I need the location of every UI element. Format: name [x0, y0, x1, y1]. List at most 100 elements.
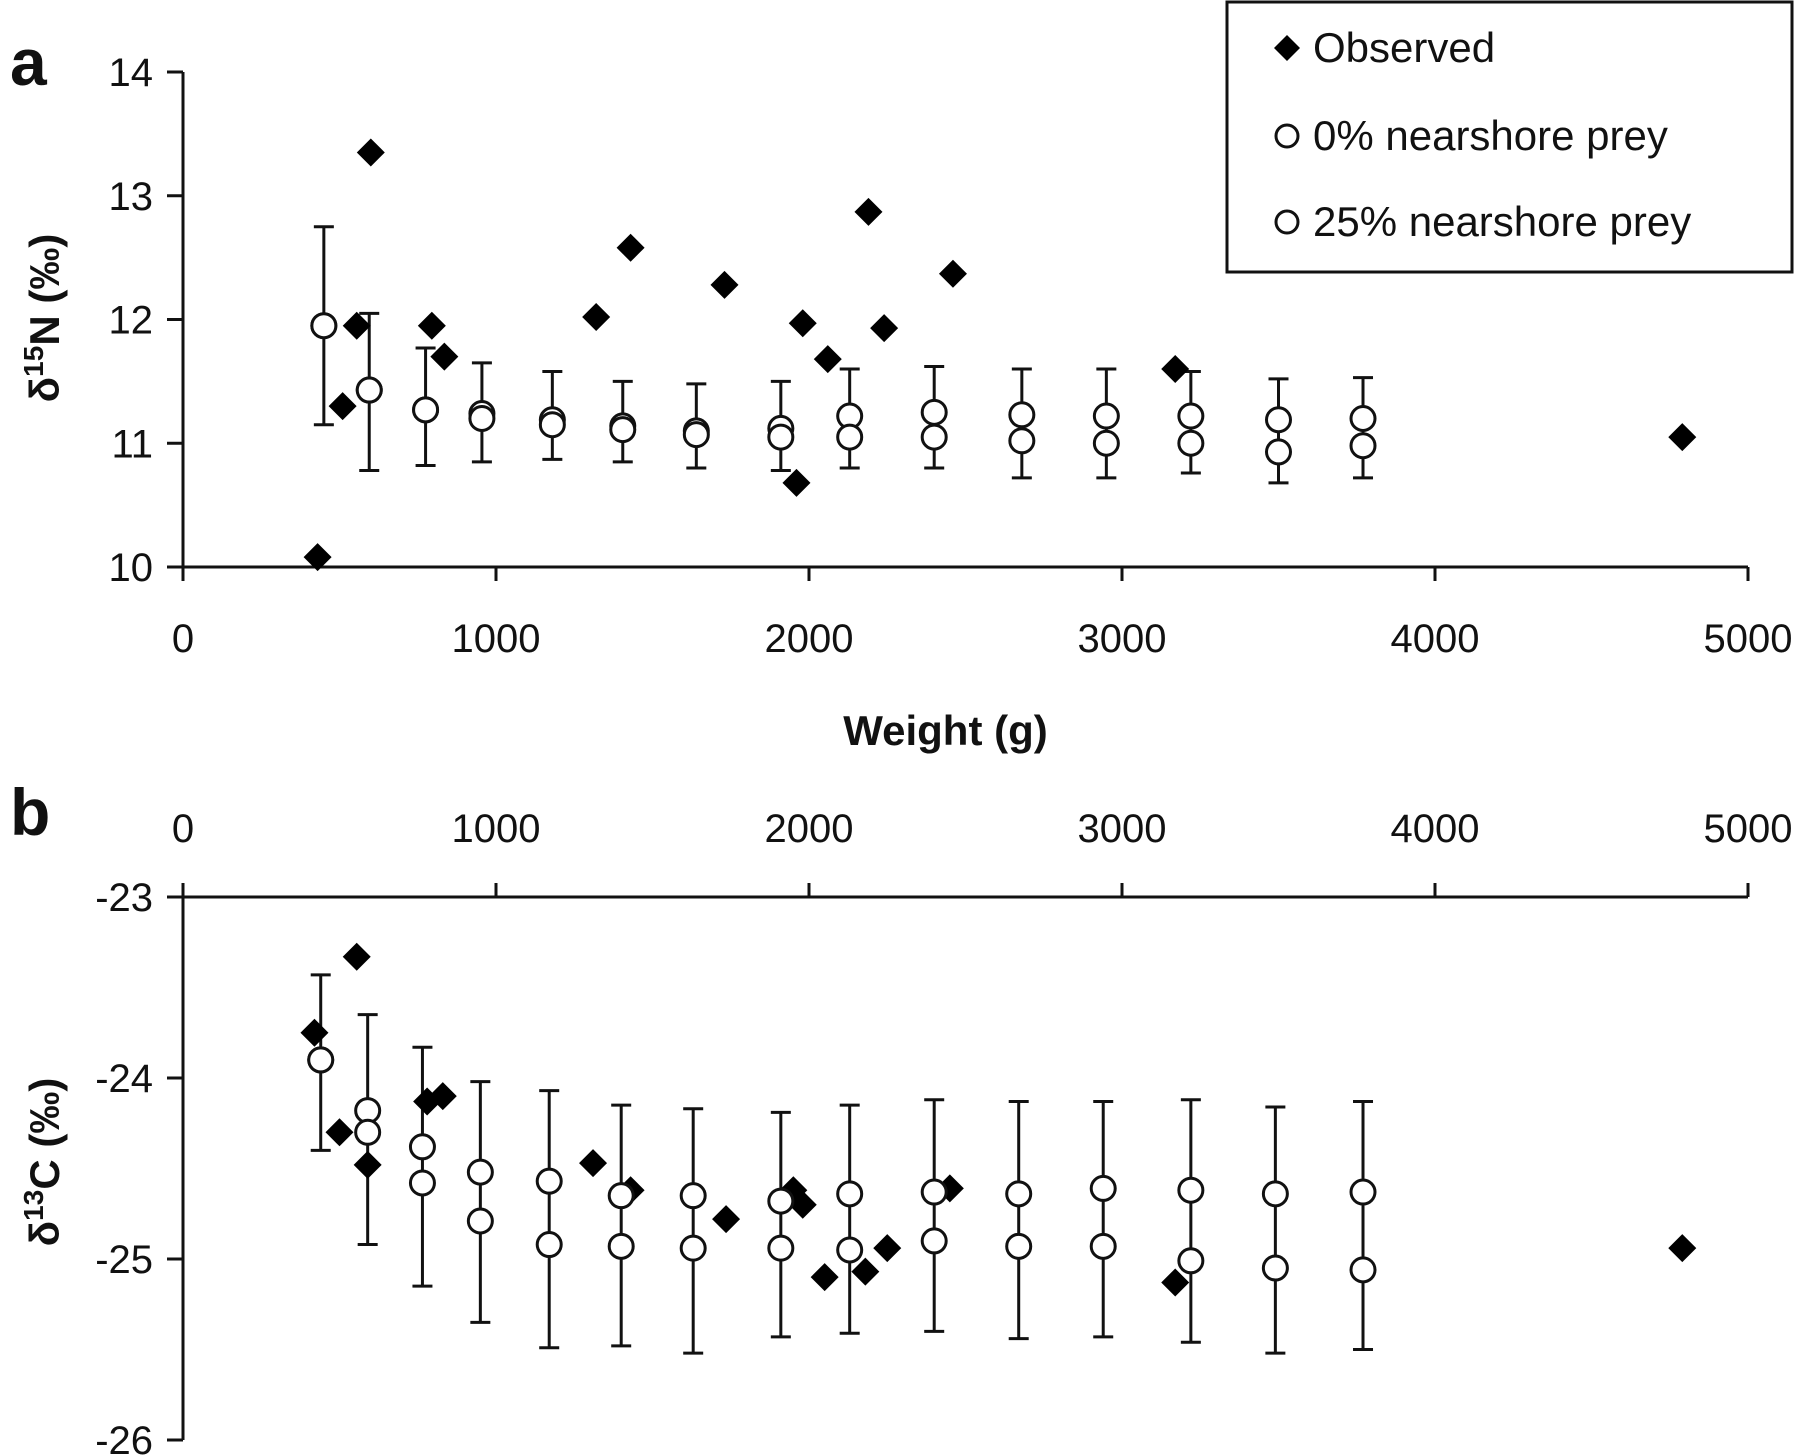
0-nearshore-prey-point — [408, 1133, 436, 1161]
0-nearshore-prey-point — [1177, 1176, 1205, 1204]
observed-point — [1161, 355, 1190, 383]
x-axis-title: Weight (g) — [843, 707, 1048, 754]
observed-point — [356, 138, 385, 167]
25-nearshore-prey-point — [310, 312, 338, 340]
25-nearshore-prey-point — [920, 1227, 948, 1255]
25-nearshore-prey-point — [1008, 427, 1036, 455]
observed-point — [428, 1082, 457, 1111]
observed-point — [873, 1234, 902, 1263]
observed-point — [325, 1118, 354, 1147]
x-tick-label: 1000 — [452, 617, 541, 661]
25-nearshore-prey-point — [1005, 1232, 1033, 1260]
0-nearshore-prey-point — [607, 1182, 635, 1210]
0-nearshore-prey-point — [1005, 1180, 1033, 1208]
y-axis-title-rest: N (‰) — [21, 234, 68, 346]
x-tick-label: 2000 — [765, 617, 854, 661]
25-nearshore-prey-point — [1265, 438, 1292, 466]
y-axis-title-superscript: 15 — [18, 346, 49, 377]
x-tick-label: 2000 — [765, 807, 854, 851]
y-tick-label: -25 — [95, 1238, 153, 1282]
y-axis-title-delta: δ — [21, 377, 68, 402]
25-nearshore-prey-point — [535, 1231, 563, 1259]
0-nearshore-prey-point — [920, 1178, 948, 1206]
observed-point — [616, 233, 645, 262]
25-nearshore-prey-point — [920, 423, 948, 451]
legend-circle-marker — [1274, 209, 1300, 235]
0-nearshore-prey-point — [466, 1158, 494, 1186]
observed-point — [1668, 1234, 1697, 1263]
observed-point — [303, 543, 332, 572]
observed-point — [851, 1257, 880, 1286]
x-tick-label: 0 — [172, 807, 194, 851]
y-axis-title-delta: δ — [21, 1221, 68, 1246]
25-nearshore-prey-point — [1177, 429, 1205, 457]
25-nearshore-prey-point — [307, 1046, 335, 1074]
0-nearshore-prey-point — [1261, 1180, 1289, 1208]
25-nearshore-prey-point — [1089, 1232, 1117, 1260]
legend: Observed 0% nearshore prey 25% nearshore p… — [1225, 0, 1794, 274]
25-nearshore-prey-point — [1349, 432, 1377, 460]
observed-point — [1161, 1268, 1190, 1297]
25-nearshore-prey-point — [468, 405, 496, 432]
x-tick-label: 5000 — [1704, 807, 1793, 851]
observed-point — [582, 303, 611, 332]
0-nearshore-prey-point — [836, 1180, 864, 1208]
y-axis-title: δ13C (‰) — [18, 1078, 68, 1247]
observed-point — [328, 392, 357, 421]
panel-letter: b — [10, 775, 50, 849]
observed-point — [782, 468, 811, 497]
25-nearshore-prey-point — [609, 416, 637, 444]
observed-point — [870, 314, 899, 343]
25-nearshore-prey-point — [354, 1118, 382, 1146]
observed-point — [813, 345, 842, 374]
0-nearshore-prey-point — [1177, 402, 1205, 430]
25-nearshore-prey-point — [538, 411, 566, 439]
0-nearshore-prey-point — [535, 1167, 563, 1195]
panel-b-chart: b 0 1000 2000 3000 4000 5000 -23 -24 -25 -26 δ13C (… — [10, 775, 1792, 1456]
25-nearshore-prey-point — [1092, 429, 1120, 457]
x-tick-label: 4000 — [1391, 617, 1480, 661]
25-nearshore-prey-point — [767, 1234, 795, 1262]
25-nearshore-prey-point — [767, 423, 795, 451]
25-nearshore-prey-point — [1349, 1256, 1377, 1284]
observed-point — [579, 1149, 608, 1178]
legend-diamond-marker — [1274, 35, 1300, 61]
observed-point — [788, 309, 817, 338]
x-tick-label: 5000 — [1704, 617, 1793, 661]
25-nearshore-prey-point — [466, 1207, 494, 1235]
25-nearshore-prey-point — [412, 396, 440, 424]
25-nearshore-prey-point — [355, 376, 383, 404]
y-tick-label: -24 — [95, 1057, 153, 1101]
25-nearshore-prey-point — [836, 1236, 864, 1264]
y-tick-label: 14 — [109, 51, 154, 95]
y-axis-title: δ15N (‰) — [18, 234, 68, 403]
legend-circle-marker — [1274, 123, 1300, 149]
observed-point — [810, 1263, 839, 1292]
25-nearshore-prey-point — [607, 1232, 635, 1260]
0-nearshore-prey-point — [1092, 402, 1120, 430]
legend-box — [1225, 0, 1794, 274]
observed-point — [854, 197, 883, 226]
observed-point — [300, 1018, 329, 1047]
y-tick-label: 11 — [111, 422, 153, 466]
legend-label: 25% nearshore prey — [1313, 198, 1691, 245]
x-tick-label: 1000 — [452, 807, 541, 851]
25-nearshore-prey-point — [836, 423, 864, 451]
observed-point — [1668, 423, 1697, 452]
y-tick-label: -23 — [95, 876, 153, 920]
y-axis-title-superscript: 13 — [18, 1190, 49, 1221]
0-nearshore-prey-point — [767, 1187, 795, 1215]
0-nearshore-prey-point — [1265, 406, 1292, 434]
0-nearshore-prey-point — [1008, 401, 1036, 429]
panel-a-chart: a 0 1000 2000 3000 4000 5000 10 11 12 13 14 δ15N (‰)… — [10, 25, 1792, 754]
0-nearshore-prey-point — [1349, 1178, 1377, 1206]
0-nearshore-prey-point — [679, 1182, 707, 1210]
0-nearshore-prey-point — [1089, 1174, 1117, 1202]
25-nearshore-prey-point — [408, 1169, 436, 1197]
25-nearshore-prey-point — [1177, 1247, 1205, 1275]
x-tick-label: 4000 — [1391, 807, 1480, 851]
observed-point — [417, 311, 446, 340]
observed-point — [353, 1150, 382, 1179]
25-nearshore-prey-point — [682, 421, 710, 449]
